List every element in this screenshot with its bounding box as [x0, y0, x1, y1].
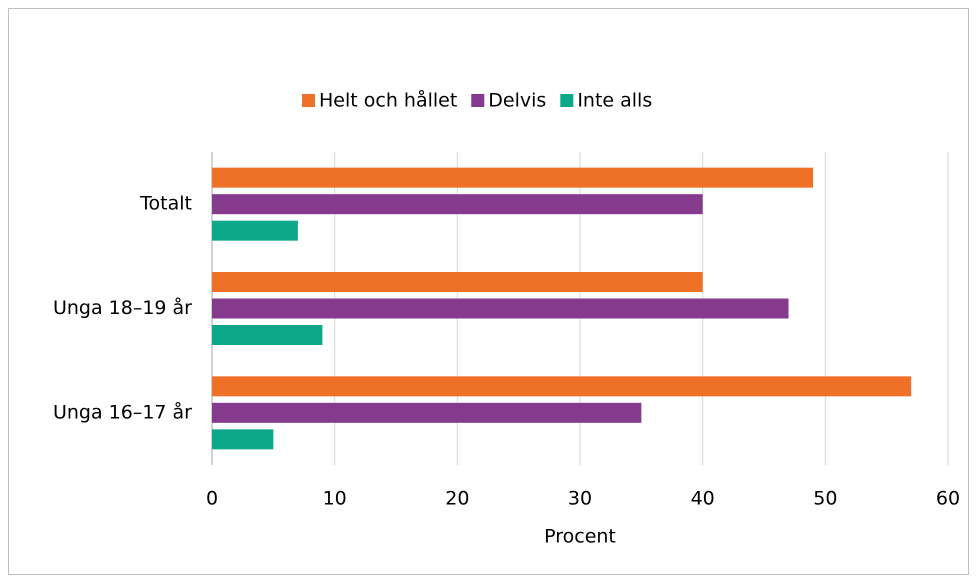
legend-swatch: [560, 94, 574, 107]
legend-swatch: [471, 94, 485, 107]
bar: [212, 376, 912, 397]
x-tick-label: 30: [568, 488, 592, 510]
bar: [212, 325, 323, 345]
y-tick-label: Unga 18–19 år: [53, 296, 192, 319]
x-tick-label: 20: [445, 488, 469, 510]
x-tick-label: 50: [813, 488, 837, 510]
bar: [212, 298, 789, 319]
legend-label: Delvis: [488, 90, 546, 112]
y-tick-label: Unga 16–17 år: [53, 400, 192, 423]
bar: [212, 272, 703, 292]
y-tick-label: Totalt: [139, 193, 192, 215]
legend-label: Helt och hållet: [319, 89, 457, 112]
bar: [212, 220, 298, 241]
bar: [212, 429, 274, 450]
legend-label: Inte alls: [577, 90, 652, 112]
bar: [212, 194, 703, 215]
x-tick-label: 10: [323, 488, 347, 510]
x-tick-label: 40: [691, 488, 715, 510]
legend-swatch: [302, 94, 315, 107]
x-tick-label: 0: [206, 488, 218, 510]
x-axis-label: Procent: [544, 526, 616, 548]
bar: [212, 167, 814, 188]
bar: [212, 402, 642, 423]
x-tick-label: 60: [936, 488, 960, 510]
